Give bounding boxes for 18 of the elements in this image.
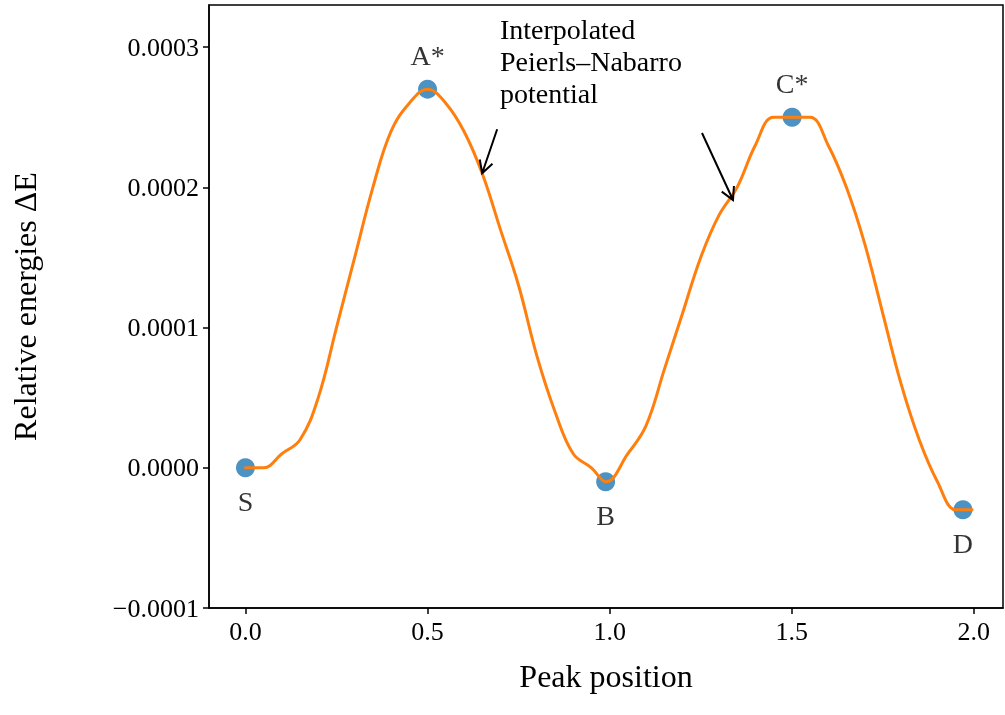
data-label: B [596,499,615,531]
x-tick-label: 0.0 [229,616,262,646]
y-tick-label: −0.0001 [112,593,199,623]
x-tick-label: 2.0 [957,616,991,646]
x-tick-label: 1.5 [775,616,808,646]
y-tick-label: 0.0002 [127,172,199,202]
y-tick-label: 0.0001 [127,313,199,343]
y-tick-label: 0.0000 [127,453,199,483]
x-axis-title: Peak position [519,658,693,694]
annotation: Interpolated Peierls–Nabarro potential [500,14,682,110]
x-tick-label: 0.5 [411,616,444,646]
data-label: D [952,527,974,559]
y-axis-title: Relative energies ΔE [7,172,43,441]
data-label: S [237,485,254,517]
data-label: C* [775,68,809,100]
x-tick-label: 1.0 [593,616,626,646]
data-label: A* [410,40,445,72]
y-tick-label: 0.0003 [127,32,199,62]
